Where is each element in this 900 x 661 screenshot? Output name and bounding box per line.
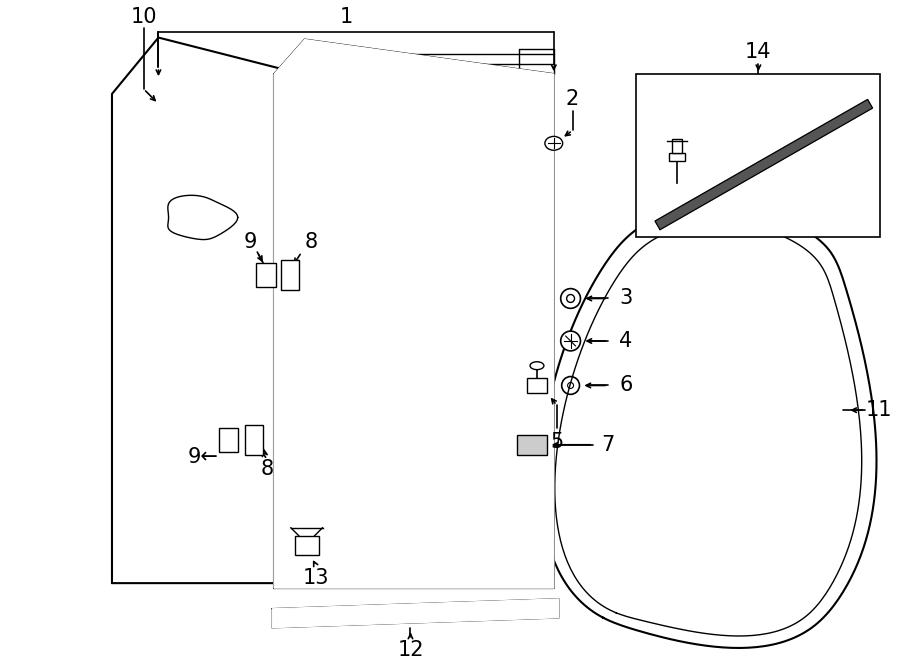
Circle shape <box>561 331 581 351</box>
Text: 8: 8 <box>305 232 319 252</box>
Text: 15: 15 <box>674 146 700 166</box>
Polygon shape <box>272 599 559 627</box>
Bar <box>246 425 263 455</box>
Text: 8: 8 <box>261 459 274 479</box>
Text: 4: 4 <box>619 331 633 351</box>
Bar <box>219 428 238 451</box>
Text: 9: 9 <box>244 232 257 252</box>
Polygon shape <box>274 391 297 430</box>
Text: 7: 7 <box>601 435 615 455</box>
Text: 11: 11 <box>866 400 892 420</box>
Bar <box>281 260 299 290</box>
Text: 3: 3 <box>619 288 633 309</box>
Text: 6: 6 <box>619 375 633 395</box>
Polygon shape <box>274 316 297 356</box>
Text: 9←: 9← <box>187 447 219 467</box>
Bar <box>295 535 319 555</box>
Bar <box>518 435 547 455</box>
Text: 2: 2 <box>566 89 580 109</box>
Ellipse shape <box>544 136 562 150</box>
Text: 1: 1 <box>339 7 353 27</box>
Text: 5: 5 <box>550 432 563 452</box>
Bar <box>256 263 276 287</box>
Text: 14: 14 <box>745 42 771 62</box>
Bar <box>672 139 682 153</box>
Text: 12: 12 <box>397 641 424 660</box>
Bar <box>527 377 547 393</box>
Bar <box>670 153 685 161</box>
Text: 10: 10 <box>130 7 157 27</box>
Text: 13: 13 <box>302 568 328 588</box>
Polygon shape <box>655 100 872 229</box>
Polygon shape <box>112 38 321 583</box>
Bar <box>635 74 880 237</box>
Polygon shape <box>274 40 554 588</box>
Ellipse shape <box>530 362 544 369</box>
